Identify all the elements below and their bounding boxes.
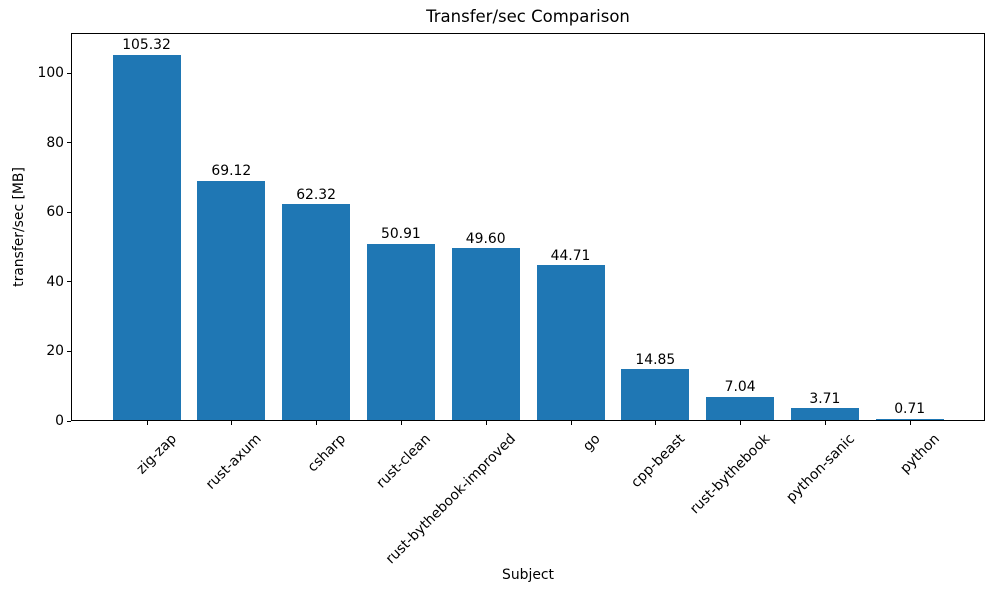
x-tick-mark	[824, 421, 826, 425]
bar	[197, 180, 266, 421]
bar-value-label: 44.71	[550, 247, 591, 264]
x-tick-mark	[740, 421, 742, 425]
bar-value-label: 62.32	[296, 186, 336, 203]
x-tick-mark	[485, 421, 487, 425]
bar	[706, 396, 775, 421]
bar-value-label: 3.71	[809, 390, 841, 407]
x-tick-label: zig-zap	[133, 431, 180, 478]
x-tick-mark	[655, 421, 657, 425]
x-tick-mark	[400, 421, 402, 425]
bar	[451, 248, 520, 421]
bar	[790, 408, 859, 421]
x-tick-mark	[570, 421, 572, 425]
y-tick-label: 0	[55, 413, 64, 429]
x-tick-label: rust-axum	[202, 431, 265, 493]
x-tick-label: go	[580, 431, 604, 455]
bar	[282, 204, 351, 421]
x-tick-label: python	[897, 431, 944, 477]
y-tick-label: 40	[46, 273, 64, 290]
x-tick-mark	[909, 421, 911, 425]
y-tick-mark	[67, 350, 71, 352]
y-tick-mark	[67, 420, 71, 422]
bar-value-label: 0.71	[894, 401, 926, 417]
y-tick-mark	[67, 281, 71, 283]
y-tick-label: 80	[46, 134, 64, 151]
y-tick-mark	[67, 211, 71, 213]
y-tick-mark	[67, 72, 71, 74]
bar-value-label: 49.60	[465, 230, 506, 247]
bar-value-label: 7.04	[724, 379, 756, 395]
y-tick-label: 100	[37, 65, 64, 81]
chart-title: Transfer/sec Comparison	[426, 7, 630, 26]
bar	[366, 243, 435, 421]
bar-value-label: 69.12	[211, 163, 252, 179]
x-tick-label: rust-bythebook	[687, 431, 774, 518]
x-axis-label: Subject	[502, 567, 554, 583]
y-tick-label: 20	[46, 343, 64, 360]
x-tick-label: rust-clean	[373, 431, 435, 492]
x-tick-mark	[231, 421, 233, 425]
x-tick-mark	[146, 421, 148, 425]
y-tick-mark	[67, 142, 71, 144]
bar	[875, 418, 944, 421]
x-tick-label: csharp	[305, 431, 350, 476]
x-tick-mark	[316, 421, 318, 425]
bar	[112, 54, 181, 421]
bar-value-label: 105.32	[122, 37, 171, 53]
x-tick-label: python-sanic	[783, 431, 859, 506]
bar-value-label: 14.85	[635, 351, 676, 368]
x-tick-label: cpp-beast	[628, 431, 689, 491]
bar	[621, 369, 690, 421]
y-tick-label: 60	[46, 204, 64, 221]
bar-value-label: 50.91	[381, 226, 421, 243]
bar	[536, 265, 605, 421]
